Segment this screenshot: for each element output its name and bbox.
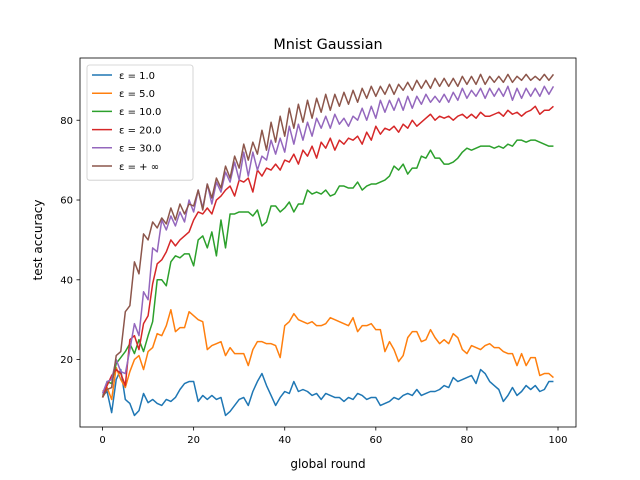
legend-label-4: ε = 20.0 <box>119 125 161 136</box>
x-tick-label: 60 <box>369 435 382 446</box>
x-tick-label: 0 <box>99 435 105 446</box>
x-tick-label: 80 <box>461 435 474 446</box>
series-line-6 <box>101 73 555 398</box>
y-tick-label: 20 <box>60 355 73 366</box>
legend: ε = 1.0 ε = 5.0 ε = 10.0 ε = 20.0 ε = 30.0 ε … <box>86 64 194 181</box>
y-tick-label: 60 <box>60 196 73 207</box>
y-tick-label: 80 <box>60 116 73 127</box>
series-line-4 <box>101 105 554 398</box>
x-tick-label: 20 <box>187 435 200 446</box>
legend-label-6: ε = + ∞ <box>119 162 159 173</box>
axes: 0 20 40 60 80 100 20 40 60 80 <box>60 57 577 446</box>
series-line-2 <box>102 308 554 401</box>
legend-label-2: ε = 5.0 <box>119 89 155 100</box>
x-tick-label: 40 <box>278 435 291 446</box>
legend-label-5: ε = 30.0 <box>119 144 161 155</box>
series-lines <box>101 73 555 417</box>
legend-label-1: ε = 1.0 <box>119 71 155 82</box>
x-tick-label: 100 <box>548 435 567 446</box>
plot-frame <box>79 57 577 428</box>
series-line-5 <box>101 85 555 394</box>
legend-box <box>86 64 194 181</box>
y-axis-label: test accuracy <box>31 200 45 281</box>
chart-title: Mnist Gaussian <box>273 37 382 53</box>
y-tick-label: 40 <box>60 275 73 286</box>
series-line-3 <box>101 139 554 398</box>
series-line-1 <box>102 368 554 417</box>
legend-label-3: ε = 10.0 <box>119 107 161 118</box>
x-axis-label: global round <box>290 457 365 471</box>
